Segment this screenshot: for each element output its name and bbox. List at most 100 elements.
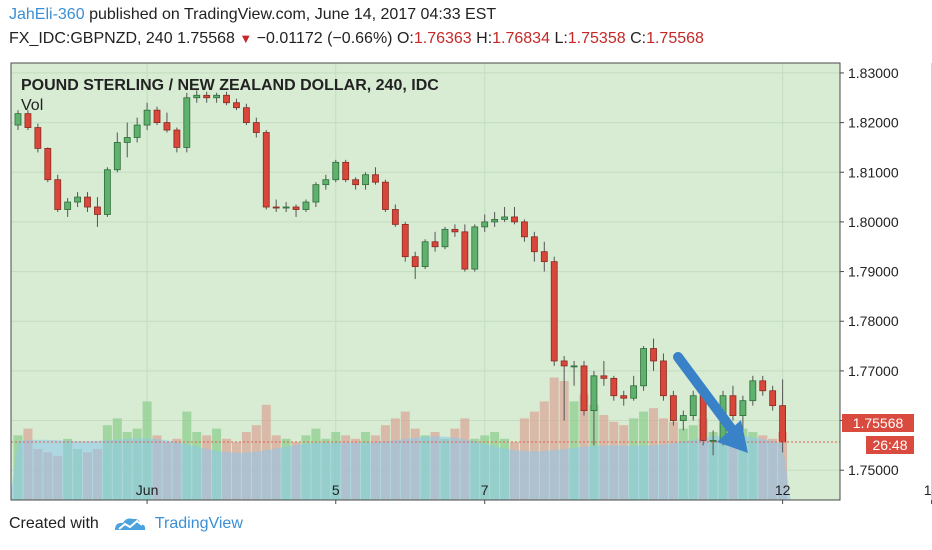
candle-body — [133, 124, 141, 138]
candle-up — [74, 192, 81, 208]
candle-down — [233, 98, 240, 111]
open-label: O: — [396, 30, 414, 47]
candle-down — [223, 91, 230, 106]
candle-body — [312, 184, 320, 203]
candle-down — [84, 192, 91, 212]
countdown-badge: 26:48 — [866, 436, 914, 454]
candle-up — [749, 375, 757, 406]
candle-body — [391, 209, 399, 225]
candle-up — [312, 182, 320, 208]
y-tick-label: 1.80000 — [848, 214, 899, 230]
last-price: 1.75568 — [177, 30, 235, 47]
candle-body — [262, 132, 270, 208]
candle-up — [689, 390, 697, 421]
candle-down — [669, 390, 677, 426]
close-label: C: — [630, 30, 647, 47]
candle-body — [749, 380, 757, 402]
current-price-badge: 1.75568 — [842, 414, 914, 432]
candle-down — [173, 127, 181, 153]
candle-body — [282, 206, 290, 209]
published-text: published on TradingView.com, June 14, 2… — [89, 6, 497, 23]
candle-down — [94, 197, 101, 227]
candle-down — [600, 360, 608, 386]
candle-body — [292, 206, 300, 210]
candle-up — [193, 90, 201, 103]
candle-down — [401, 221, 409, 262]
candle-down — [352, 177, 360, 190]
candle-body — [34, 127, 42, 149]
tradingview-logo-icon — [114, 518, 145, 530]
candle-down — [729, 385, 737, 421]
down-trend-arrow[interactable] — [673, 352, 748, 453]
candle-body — [441, 228, 449, 248]
down-arrow-icon: ▼ — [239, 31, 253, 46]
candle-body — [759, 380, 767, 392]
volume-bar — [549, 377, 559, 500]
candle-body — [252, 122, 260, 133]
candle-up — [739, 395, 747, 431]
candle-down — [451, 224, 459, 237]
candle-down — [580, 360, 588, 416]
candle-down — [34, 123, 42, 153]
candle-up — [421, 239, 429, 270]
candle-up — [679, 410, 687, 431]
y-tick-label: 1.79000 — [848, 264, 899, 280]
candle-body — [372, 174, 379, 183]
candle-down — [530, 231, 538, 262]
candle-body — [411, 256, 419, 268]
candle-body — [24, 113, 32, 128]
candle-body — [193, 94, 201, 99]
candle-down — [252, 117, 260, 138]
candle-body — [481, 221, 489, 228]
close-value: 1.75568 — [646, 30, 704, 47]
candle-body — [689, 395, 697, 416]
x-tick-label: Jun — [136, 482, 159, 498]
candle-down — [461, 224, 469, 272]
candle-up — [570, 360, 578, 386]
candle-body — [123, 137, 131, 143]
candle-body — [540, 251, 548, 263]
candle-body — [14, 113, 22, 126]
candle-body — [630, 385, 638, 399]
candle-body — [173, 129, 181, 148]
chart-header-line2: FX_IDC:GBPNZD, 240 1.75568 ▼ −0.01172 (−… — [9, 30, 704, 48]
x-tick-label: 7 — [481, 482, 489, 498]
candle-body — [729, 395, 737, 416]
candle-down — [153, 106, 161, 126]
tradingview-link[interactable]: TradingView — [154, 515, 243, 532]
candle-down — [203, 91, 211, 103]
y-tick-label: 1.77000 — [848, 363, 899, 379]
candle-body — [669, 395, 677, 421]
candle-body — [213, 94, 221, 99]
candle-up — [322, 174, 330, 190]
candle-body — [511, 216, 518, 223]
x-tick-label: 5 — [332, 482, 340, 498]
candle-up — [64, 198, 72, 217]
candle-up — [282, 202, 290, 212]
y-tick-label: 1.81000 — [848, 164, 899, 180]
candle-body — [620, 395, 628, 399]
candle-down — [650, 338, 657, 371]
author-link[interactable]: JahEli-360 — [9, 6, 85, 23]
candle-body — [233, 102, 240, 109]
candle-up — [481, 214, 489, 232]
candle-up — [14, 110, 22, 131]
candle-body — [580, 365, 588, 412]
candle-body — [84, 196, 91, 208]
candle-body — [709, 440, 717, 442]
candle-down — [54, 174, 62, 212]
open-value: 1.76363 — [413, 30, 472, 47]
high-value: 1.76834 — [492, 30, 550, 47]
candle-body — [421, 241, 429, 268]
candle-up — [113, 132, 121, 173]
candle-down — [242, 103, 250, 126]
candle-body — [650, 348, 657, 362]
candle-body — [600, 375, 608, 379]
countdown-text: 26:48 — [872, 437, 907, 453]
candle-down — [660, 353, 667, 401]
candle-body — [64, 201, 72, 210]
candle-up — [362, 172, 369, 190]
candle-body — [570, 365, 578, 368]
candle-down — [521, 219, 528, 242]
